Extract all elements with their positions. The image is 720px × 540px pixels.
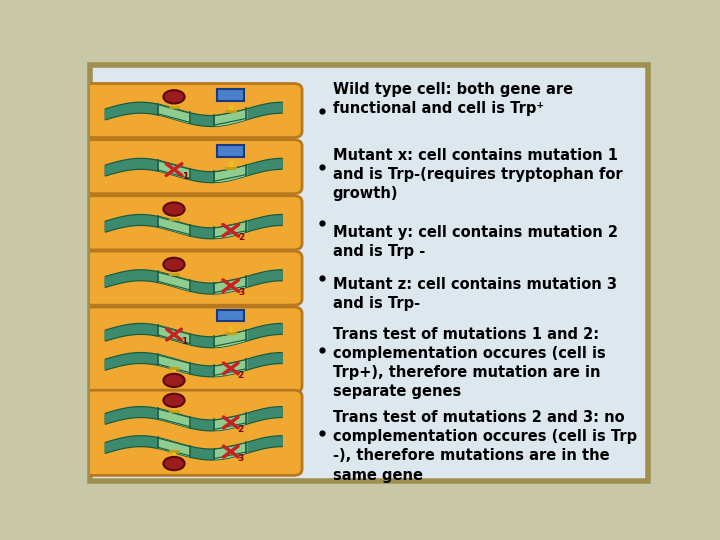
Text: Mutant x: cell contains mutation 1
and is Trp-(requires tryptophan for
growth): Mutant x: cell contains mutation 1 and i… [333,148,622,201]
Text: 1: 1 [182,172,188,181]
FancyBboxPatch shape [90,65,648,481]
Text: Trans test of mutations 1 and 2:
complementation occures (cell is
Trp+), therefo: Trans test of mutations 1 and 2: complem… [333,327,606,400]
Text: 2: 2 [238,370,243,380]
FancyBboxPatch shape [84,307,302,392]
FancyBboxPatch shape [84,140,302,194]
FancyBboxPatch shape [217,310,244,321]
Text: Wild type cell: both gene are
functional and cell is Trp⁺: Wild type cell: both gene are functional… [333,82,573,117]
Ellipse shape [163,457,184,470]
Ellipse shape [163,202,184,216]
Text: Mutant y: cell contains mutation 2
and is Trp -: Mutant y: cell contains mutation 2 and i… [333,225,618,259]
Ellipse shape [163,258,184,271]
Text: 3: 3 [238,288,245,297]
FancyBboxPatch shape [84,251,302,305]
Ellipse shape [163,394,184,407]
Text: Mutant z: cell contains mutation 3
and is Trp-: Mutant z: cell contains mutation 3 and i… [333,277,617,311]
FancyBboxPatch shape [84,390,302,475]
Text: 2: 2 [238,233,245,241]
Ellipse shape [163,90,184,104]
FancyBboxPatch shape [217,89,244,101]
Text: 3: 3 [238,454,243,463]
Text: 2: 2 [238,424,243,434]
FancyBboxPatch shape [84,84,302,138]
FancyBboxPatch shape [217,145,244,157]
FancyBboxPatch shape [84,196,302,250]
Text: Trans test of mutations 2 and 3: no
complementation occures (cell is Trp
-), the: Trans test of mutations 2 and 3: no comp… [333,410,637,483]
Ellipse shape [163,374,184,387]
Text: 1: 1 [181,337,187,346]
